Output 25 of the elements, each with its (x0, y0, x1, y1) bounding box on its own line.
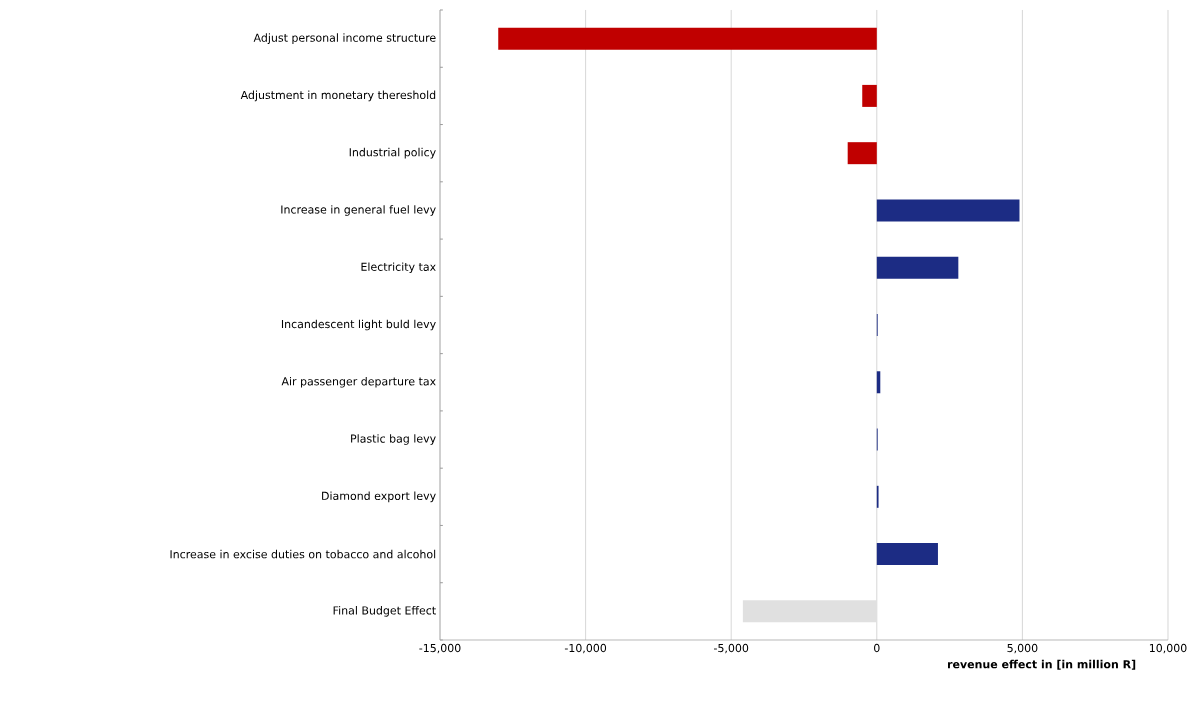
bar (862, 84, 877, 107)
x-tick-label: 5,000 (1007, 643, 1038, 654)
x-axis-title: revenue effect in [in million R] (948, 659, 1136, 670)
y-tick-label: Increase in excise duties on tobacco and alcohol (170, 549, 436, 559)
x-tick-label: 0 (874, 643, 880, 653)
y-tick-label: Incandescent light buld levy (281, 319, 436, 331)
bar (876, 256, 959, 279)
bar (742, 600, 877, 623)
y-tick-label: Industrial policy (349, 147, 436, 159)
y-tick-label: Final Budget Effect (333, 606, 436, 617)
x-tick-label: -10,000 (564, 643, 607, 654)
x-tick-label: -5,000 (714, 643, 749, 654)
y-tick-label: Adjust personal income structure (253, 33, 436, 44)
x-tick-label: -15,000 (419, 643, 461, 654)
y-tick-label: Diamond export levy (322, 491, 436, 503)
bar (498, 27, 877, 50)
x-tick-label: 10,000 (1149, 643, 1187, 654)
bar (847, 142, 877, 165)
y-tick-label: Increase in general fuel levy (281, 205, 436, 216)
y-tick-label: Plastic bag levy (351, 434, 436, 445)
bar (876, 543, 938, 566)
y-tick-label: Electricity tax (361, 262, 436, 274)
bar (876, 199, 1020, 222)
y-tick-label: Adjustment in monetary thereshold (240, 90, 436, 102)
y-tick-label: Air passenger departure tax (281, 376, 436, 388)
